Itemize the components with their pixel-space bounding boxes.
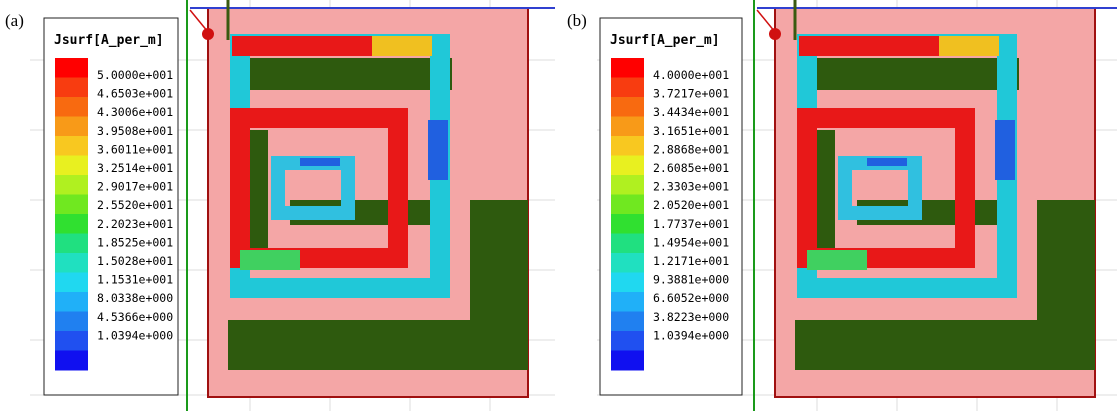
color-swatch [611,273,644,293]
legend-label: 4.3006e+001 [97,105,173,119]
color-swatch [55,97,88,117]
legend-label: 2.3303e+001 [653,180,729,194]
legend-label: 1.7737e+001 [653,217,729,231]
panel: (b) Jsurf[A_per_m] 4.0000e+001 3.7217e+001 3… [567,0,1117,411]
legend-label: 2.5520e+001 [97,198,173,212]
legend-label: 1.0394e+000 [653,328,729,342]
legend-label: 2.0520e+001 [653,198,729,212]
legend: Jsurf[A_per_m] 5.0000e+001 4.6503e+001 4.30… [44,18,178,395]
color-swatch [55,331,88,351]
legend-label: 4.5366e+000 [97,310,173,324]
legend-label: 4.6503e+001 [97,87,173,101]
color-swatch [611,234,644,254]
color-swatch [611,97,644,117]
color-swatch [55,312,88,332]
figure: (a) Jsurf[A_per_m] 5.0000e+001 4.6503e+001 4… [0,0,1117,411]
color-swatch [55,117,88,137]
legend-label: 9.3881e+000 [653,273,729,287]
color-swatch [611,78,644,98]
legend-label: 1.5028e+001 [97,254,173,268]
color-swatch [55,136,88,156]
legend-label: 2.2023e+001 [97,217,173,231]
legend: Jsurf[A_per_m] 4.0000e+001 3.7217e+001 3.44… [600,18,742,395]
legend-title: Jsurf[A_per_m] [54,33,164,48]
color-swatch [55,195,88,215]
legend-label: 3.6011e+001 [97,142,173,156]
legend-label: 3.4434e+001 [653,105,729,119]
color-swatch [611,195,644,215]
legend-label: 2.6085e+001 [653,161,729,175]
legend-label: 3.2514e+001 [97,161,173,175]
legend-label: 8.0338e+000 [97,291,173,305]
panel-label: (a) [5,11,24,30]
panel-label: (b) [567,11,587,30]
legend-title: Jsurf[A_per_m] [610,33,720,48]
color-swatch [55,351,88,371]
color-swatch [611,58,644,78]
legend-label: 6.6052e+000 [653,291,729,305]
color-swatch [611,351,644,371]
legend-label: 2.8868e+001 [653,142,729,156]
legend-label: 2.9017e+001 [97,180,173,194]
color-swatch [55,273,88,293]
color-swatch [55,78,88,98]
color-swatch [55,175,88,195]
legend-label: 1.4954e+001 [653,235,729,249]
legend-label: 1.2171e+001 [653,254,729,268]
color-swatch [55,292,88,312]
color-swatch [611,312,644,332]
legend-label: 1.8525e+001 [97,235,173,249]
legend-label: 3.7217e+001 [653,87,729,101]
color-swatch [611,331,644,351]
color-swatch [611,214,644,234]
panels: (a) Jsurf[A_per_m] 5.0000e+001 4.6503e+001 4… [0,0,1117,411]
legend-label: 3.1651e+001 [653,124,729,138]
color-swatch [611,136,644,156]
color-swatch [55,58,88,78]
color-swatch [611,117,644,137]
color-swatch [55,156,88,176]
legend-label: 3.9508e+001 [97,124,173,138]
color-swatch [55,234,88,254]
color-swatch [55,253,88,273]
legend-label: 5.0000e+001 [97,68,173,82]
color-swatch [55,214,88,234]
legend-label: 1.1531e+001 [97,273,173,287]
panel: (a) Jsurf[A_per_m] 5.0000e+001 4.6503e+001 4… [0,0,555,411]
legend-label: 1.0394e+000 [97,328,173,342]
color-swatch [611,253,644,273]
legend-label: 3.8223e+000 [653,310,729,324]
color-swatch [611,292,644,312]
legend-label: 4.0000e+001 [653,68,729,82]
color-swatch [611,156,644,176]
color-swatch [611,175,644,195]
